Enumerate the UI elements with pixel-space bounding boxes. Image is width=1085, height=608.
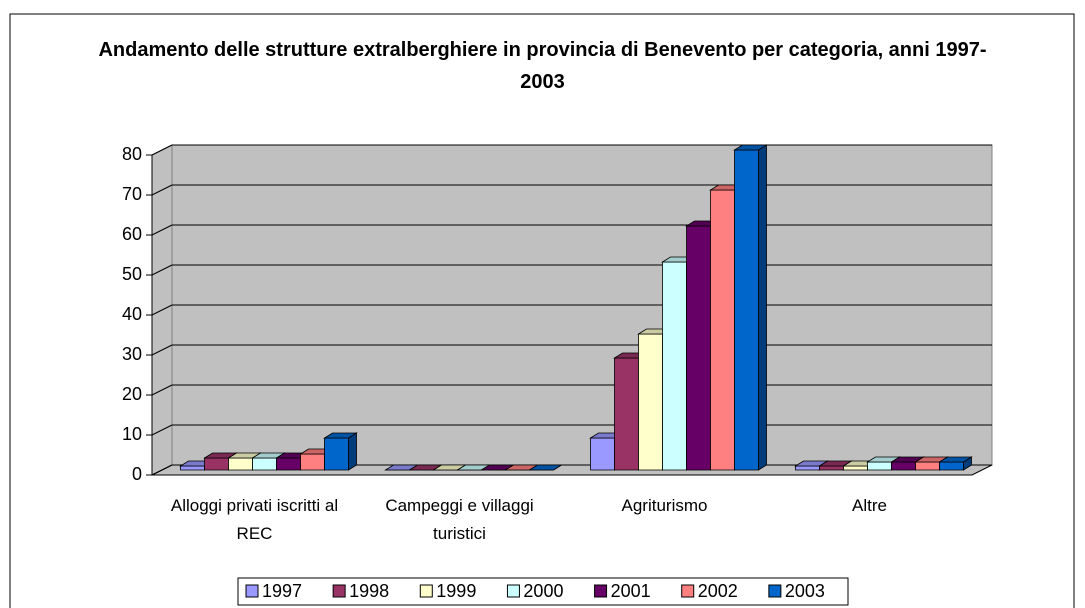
legend-label: 1999: [436, 581, 476, 601]
bar-top: [528, 464, 563, 471]
bar-front: [710, 189, 735, 471]
grid-line-side: [151, 144, 173, 156]
bar-front: [276, 457, 301, 471]
bar: [323, 432, 358, 471]
bar-front: [795, 465, 820, 471]
bar-top: [938, 456, 973, 463]
bar-front: [300, 453, 325, 471]
y-tick-label: 70: [122, 184, 142, 204]
legend-swatch: [768, 584, 782, 598]
chart-title: Andamento delle strutture extralberghier…: [98, 39, 987, 93]
x-tick-label: Alloggi privati iscritti al REC: [170, 496, 339, 543]
bar-front: [180, 465, 205, 471]
grid-line-side: [151, 464, 173, 476]
bar-front: [252, 457, 277, 471]
y-tick-label: 0: [132, 464, 142, 484]
legend-swatch: [245, 584, 259, 598]
y-tick-label: 20: [122, 384, 142, 404]
bar-front: [915, 461, 940, 471]
legend-swatch: [681, 584, 695, 598]
x-tick-label: Agriturismo: [621, 496, 708, 515]
bar-front: [614, 357, 639, 471]
bar-front: [734, 149, 759, 471]
legend-swatch: [419, 584, 433, 598]
bar-front: [939, 461, 964, 471]
bar-front: [867, 461, 892, 471]
y-tick-label: 10: [122, 424, 142, 444]
x-tick-label: Campeggi e villaggi turistici: [385, 496, 534, 543]
legend-label: 1997: [262, 581, 302, 601]
legend-box: [237, 577, 849, 606]
legend-label: 2001: [611, 581, 651, 601]
legend-label: 2002: [698, 581, 738, 601]
bar: [528, 464, 563, 471]
bar-top: [323, 432, 358, 439]
grid-line-side: [151, 264, 173, 276]
grid-line-side: [151, 424, 173, 436]
bar-front: [638, 333, 663, 471]
legend-label: 2003: [785, 581, 825, 601]
bar-top: [733, 144, 768, 151]
bar-front: [228, 457, 253, 471]
bar-side: [758, 144, 767, 471]
grid-line-side: [151, 224, 173, 236]
grid-line-side: [151, 384, 173, 396]
bar: [733, 144, 768, 471]
x-tick-label: Altre: [852, 496, 887, 515]
bar-front: [662, 261, 687, 471]
bar-front: [590, 437, 615, 471]
bar-front: [819, 465, 844, 471]
grid-line-side: [151, 344, 173, 356]
y-tick-label: 60: [122, 224, 142, 244]
y-tick-label: 50: [122, 264, 142, 284]
bar-side: [348, 432, 357, 471]
bar: [938, 456, 973, 471]
bar-front: [686, 225, 711, 471]
legend-label: 1998: [349, 581, 389, 601]
y-tick-label: 30: [122, 344, 142, 364]
legend-swatch: [332, 584, 346, 598]
legend-swatch: [506, 584, 520, 598]
legend-swatch: [594, 584, 608, 598]
y-tick-label: 80: [122, 144, 142, 164]
grid-line-side: [151, 184, 173, 196]
bar-front: [204, 457, 229, 471]
grid-line-side: [151, 304, 173, 316]
legend-label: 2000: [523, 581, 563, 601]
y-tick-label: 40: [122, 304, 142, 324]
bar-front: [843, 465, 868, 471]
bar-front: [891, 461, 916, 471]
bar-front: [324, 437, 349, 471]
